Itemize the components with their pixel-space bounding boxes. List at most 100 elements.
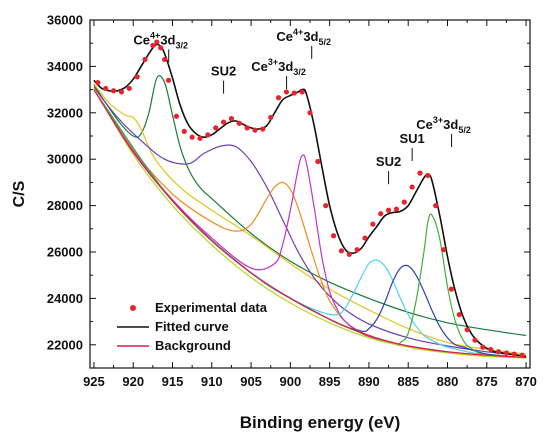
data-point (393, 206, 400, 212)
peak-label: Ce4+3d3/2 (133, 30, 188, 50)
data-point (315, 158, 321, 165)
data-point (95, 80, 101, 86)
x-tick-label: 895 (319, 374, 341, 389)
data-point (338, 248, 345, 254)
data-point (252, 127, 258, 133)
peak-label-sup: 4+ (150, 30, 160, 40)
data-point (425, 172, 431, 179)
peak-label-mid: 3d (303, 29, 318, 44)
peak-label-base: Ce (416, 117, 433, 132)
y-tick-label: 36000 (47, 13, 83, 28)
data-point (511, 351, 517, 357)
peak-label-sub: 5/2 (458, 125, 471, 135)
x-tick-label: 880 (437, 374, 459, 389)
x-tick-label: 920 (122, 374, 144, 389)
data-point (370, 221, 376, 227)
legend-marker (130, 305, 136, 311)
data-point (150, 42, 156, 49)
data-point (173, 113, 180, 119)
data-point (385, 207, 392, 213)
legend-label: Background (155, 338, 231, 353)
component-peak-line (93, 83, 527, 355)
y-tick-label: 24000 (47, 291, 83, 306)
y-tick-label: 32000 (47, 105, 83, 120)
plot-frame (89, 19, 531, 369)
peak-label: Ce3+3d3/2 (251, 57, 306, 77)
peak-label: Ce3+3d5/2 (416, 115, 471, 135)
data-point (488, 346, 494, 353)
data-point (440, 247, 447, 253)
x-tick-label: 900 (280, 374, 302, 389)
data-point (260, 126, 266, 132)
peak-label: SU2 (376, 154, 401, 169)
peak-label-mid: 3d (160, 32, 175, 47)
data-point (244, 125, 250, 131)
peak-label-base: Ce (276, 29, 293, 44)
data-point (189, 134, 195, 140)
data-point (291, 90, 297, 96)
y-tick-label: 28000 (47, 198, 83, 213)
peak-label-sub: 5/2 (318, 37, 331, 47)
x-tick-label: 870 (515, 374, 537, 389)
peak-label-base: Ce (133, 32, 150, 47)
data-point (283, 89, 290, 95)
series-group (93, 39, 527, 359)
x-tick-label: 915 (162, 374, 184, 389)
axes: 925 920 915 910 905 900 895 890 885 880 875 870 2200… (47, 13, 537, 390)
data-point (197, 135, 203, 141)
peak-label-base: SU2 (376, 154, 401, 169)
data-point (158, 45, 164, 51)
y-tick-label: 34000 (47, 59, 83, 74)
legend-label: Fitted curve (155, 319, 229, 334)
data-point (362, 235, 368, 241)
background-line (93, 89, 527, 359)
y-tick-label: 26000 (47, 245, 83, 260)
data-point (126, 85, 132, 92)
data-point (142, 56, 148, 63)
x-tick-label: 875 (476, 374, 498, 389)
data-point (181, 128, 187, 134)
peak-label-sub: 3/2 (293, 67, 306, 77)
data-point (472, 337, 478, 343)
data-point (401, 199, 407, 205)
peak-label-sup: 3+ (268, 57, 278, 67)
peak-label: SU1 (399, 131, 424, 146)
data-point (165, 77, 172, 83)
legend-label: Experimental data (155, 300, 268, 315)
peak-label: Ce4+3d5/2 (276, 27, 331, 47)
data-point (103, 85, 109, 92)
component-peak-line (93, 88, 527, 359)
data-point (299, 89, 305, 95)
data-point (495, 349, 502, 355)
data-point (213, 125, 219, 131)
data-point (503, 350, 510, 356)
data-point (154, 39, 160, 45)
data-point (433, 203, 439, 209)
peak-label-base: SU1 (399, 131, 424, 146)
x-tick-label: 905 (240, 374, 262, 389)
data-point (346, 251, 352, 257)
component-peak-line (93, 89, 527, 359)
component-peak-line (93, 75, 527, 337)
x-tick-label: 890 (358, 374, 380, 389)
data-point (417, 170, 423, 176)
data-point (323, 203, 329, 209)
data-point (220, 119, 227, 125)
data-point (464, 327, 470, 333)
peak-label-mid: 3d (443, 117, 458, 132)
data-point (456, 312, 462, 318)
plot-area (93, 39, 527, 359)
peak-label-base: Ce (251, 59, 268, 74)
data-point (268, 114, 274, 121)
data-point (448, 286, 455, 292)
data-point (480, 344, 486, 350)
peak-label-sup: 3+ (433, 115, 443, 125)
data-point (354, 247, 360, 253)
peak-label-base: SU2 (211, 64, 236, 79)
peak-label-mid: 3d (278, 59, 293, 74)
data-point (205, 132, 211, 138)
data-point (519, 352, 525, 358)
data-point (228, 116, 235, 122)
